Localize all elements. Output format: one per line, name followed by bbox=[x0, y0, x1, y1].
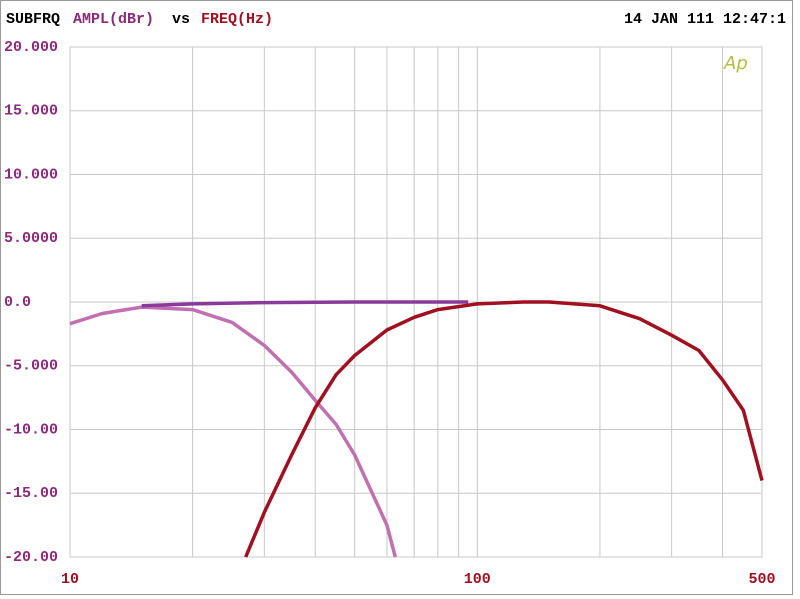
plot-border bbox=[69, 46, 763, 558]
x-tick-label: 100 bbox=[464, 571, 491, 588]
y-tick-label: -5.000 bbox=[4, 358, 58, 375]
header-vs: vs bbox=[172, 11, 190, 28]
y-tick-label: -20.00 bbox=[4, 549, 58, 566]
header-label: SUBFRQ bbox=[6, 11, 60, 28]
x-tick-label: 10 bbox=[61, 571, 79, 588]
y-tick-label: -10.00 bbox=[4, 421, 58, 438]
curve bbox=[244, 300, 764, 558]
header-x-label: FREQ(Hz) bbox=[201, 11, 273, 28]
x-tick-label: 500 bbox=[748, 571, 775, 588]
y-tick-label: -15.00 bbox=[4, 485, 58, 502]
timestamp: 14 JAN 111 12:47:1 bbox=[624, 11, 786, 28]
y-tick-label: 20.000 bbox=[4, 39, 58, 56]
y-tick-label: 5.0000 bbox=[4, 230, 58, 247]
y-tick-label: 10.000 bbox=[4, 166, 58, 183]
header-y-label: AMPL(dBr) bbox=[73, 11, 154, 28]
curve bbox=[69, 305, 397, 558]
y-tick-label: 0.0 bbox=[4, 294, 31, 311]
curve bbox=[141, 300, 469, 308]
logo: Ap bbox=[723, 53, 748, 74]
y-tick-label: 15.000 bbox=[4, 103, 58, 120]
